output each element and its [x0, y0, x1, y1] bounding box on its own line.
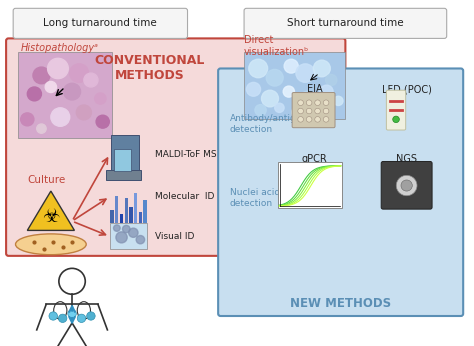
Circle shape	[116, 232, 127, 243]
Circle shape	[326, 74, 337, 85]
Text: Molecular  ID: Molecular ID	[155, 192, 214, 201]
Text: MALDI-ToF MS: MALDI-ToF MS	[155, 149, 216, 158]
Circle shape	[323, 117, 329, 122]
Text: Direct
visualizationᵇ: Direct visualizationᵇ	[244, 36, 310, 57]
Text: qPCR: qPCR	[302, 154, 328, 164]
Circle shape	[311, 104, 323, 116]
Circle shape	[76, 105, 91, 120]
Circle shape	[298, 117, 303, 122]
Circle shape	[393, 116, 399, 122]
Circle shape	[58, 314, 67, 322]
Circle shape	[136, 236, 145, 244]
Bar	[129, 207, 133, 224]
Bar	[144, 200, 147, 224]
Text: Visual ID: Visual ID	[155, 232, 194, 241]
FancyBboxPatch shape	[6, 38, 346, 256]
Circle shape	[47, 58, 68, 79]
Circle shape	[306, 117, 312, 122]
Circle shape	[21, 113, 34, 126]
FancyBboxPatch shape	[244, 52, 346, 119]
Polygon shape	[27, 191, 74, 230]
Text: Short turnaround time: Short turnaround time	[287, 18, 404, 28]
Circle shape	[114, 225, 120, 231]
Circle shape	[68, 310, 76, 318]
Circle shape	[87, 312, 95, 320]
FancyBboxPatch shape	[292, 92, 335, 128]
Circle shape	[64, 83, 81, 100]
Circle shape	[255, 104, 266, 116]
FancyBboxPatch shape	[278, 162, 342, 208]
Circle shape	[36, 124, 46, 133]
Circle shape	[401, 180, 412, 191]
Text: CONVENTIONAL
METHODS: CONVENTIONAL METHODS	[95, 54, 205, 82]
Circle shape	[77, 314, 86, 322]
Circle shape	[292, 106, 305, 119]
FancyBboxPatch shape	[381, 162, 432, 209]
FancyBboxPatch shape	[386, 90, 406, 130]
Circle shape	[128, 228, 138, 237]
FancyBboxPatch shape	[110, 224, 147, 249]
Circle shape	[33, 67, 50, 84]
Circle shape	[51, 108, 70, 126]
Circle shape	[323, 108, 329, 114]
Circle shape	[296, 64, 315, 82]
Circle shape	[262, 90, 278, 107]
Text: Long turnaround time: Long turnaround time	[44, 18, 157, 28]
FancyBboxPatch shape	[114, 149, 131, 171]
Bar	[115, 196, 118, 224]
Circle shape	[315, 117, 320, 122]
Circle shape	[266, 70, 283, 86]
Text: Nuclei acid
detection: Nuclei acid detection	[230, 188, 280, 208]
Circle shape	[284, 59, 298, 73]
Circle shape	[306, 108, 312, 114]
Circle shape	[27, 87, 41, 101]
Circle shape	[334, 96, 343, 106]
Circle shape	[298, 100, 303, 106]
FancyBboxPatch shape	[218, 69, 463, 316]
Circle shape	[306, 100, 312, 106]
FancyBboxPatch shape	[18, 52, 112, 138]
Circle shape	[315, 100, 320, 106]
Circle shape	[70, 64, 89, 82]
Circle shape	[45, 81, 56, 92]
Circle shape	[396, 175, 417, 196]
Ellipse shape	[16, 234, 86, 255]
Text: Antibody/antigen
detection: Antibody/antigen detection	[230, 114, 308, 134]
Text: EIA: EIA	[307, 84, 323, 94]
Circle shape	[96, 115, 109, 128]
Circle shape	[275, 103, 284, 112]
Circle shape	[246, 82, 261, 96]
Circle shape	[315, 108, 320, 114]
Circle shape	[320, 85, 333, 98]
Circle shape	[84, 73, 98, 87]
Circle shape	[49, 312, 57, 320]
Text: Culture: Culture	[27, 174, 65, 184]
Bar	[120, 214, 123, 224]
Circle shape	[298, 108, 303, 114]
Circle shape	[122, 225, 130, 233]
FancyBboxPatch shape	[244, 8, 447, 38]
Bar	[110, 210, 114, 224]
Circle shape	[313, 60, 330, 77]
FancyBboxPatch shape	[111, 135, 139, 176]
Bar	[139, 212, 142, 224]
Circle shape	[300, 91, 315, 106]
Text: Histopathologyᵃ: Histopathologyᵃ	[20, 43, 98, 53]
Circle shape	[249, 59, 268, 78]
Text: ☣: ☣	[42, 207, 60, 226]
FancyBboxPatch shape	[13, 8, 188, 38]
Circle shape	[283, 86, 294, 97]
Bar	[125, 198, 128, 224]
FancyBboxPatch shape	[107, 170, 141, 181]
Text: NEW METHODS: NEW METHODS	[290, 297, 391, 310]
Circle shape	[323, 100, 329, 106]
Text: LFD (POC): LFD (POC)	[382, 84, 432, 94]
Text: NGS: NGS	[396, 154, 417, 164]
Bar	[134, 193, 137, 224]
Circle shape	[95, 93, 106, 104]
